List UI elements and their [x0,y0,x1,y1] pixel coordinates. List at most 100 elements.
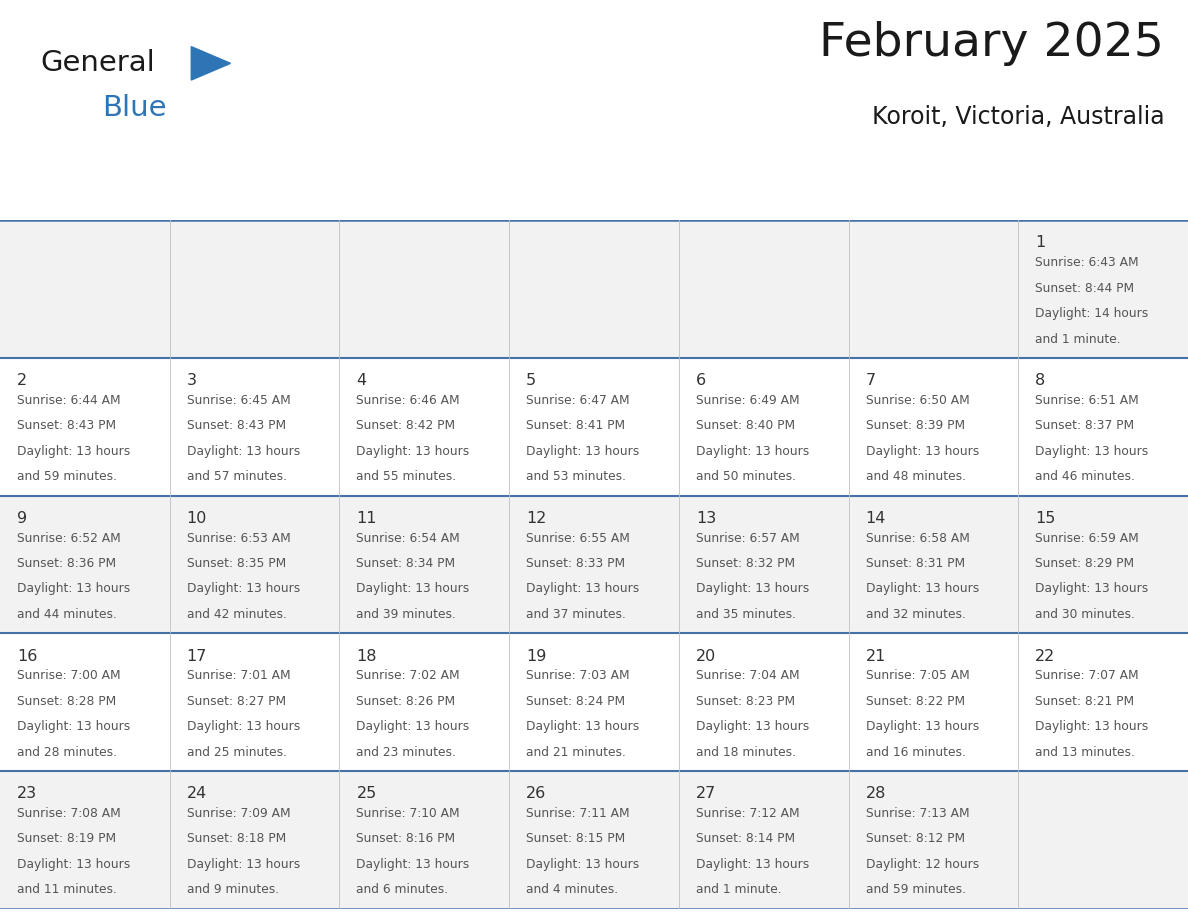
Text: Sunrise: 6:54 AM: Sunrise: 6:54 AM [356,532,460,544]
Text: Sunset: 8:39 PM: Sunset: 8:39 PM [866,420,965,432]
Text: Daylight: 13 hours: Daylight: 13 hours [696,720,809,733]
Text: Sunset: 8:43 PM: Sunset: 8:43 PM [187,420,286,432]
Text: 9: 9 [17,510,27,526]
Text: Daylight: 13 hours: Daylight: 13 hours [1035,582,1149,596]
Text: Sunset: 8:29 PM: Sunset: 8:29 PM [1035,557,1135,570]
Text: Blue: Blue [102,95,166,122]
Text: Sunset: 8:36 PM: Sunset: 8:36 PM [17,557,116,570]
Text: Sunrise: 6:46 AM: Sunrise: 6:46 AM [356,394,460,407]
Text: Sunrise: 7:10 AM: Sunrise: 7:10 AM [356,807,460,820]
Text: and 50 minutes.: and 50 minutes. [696,470,796,483]
Text: and 13 minutes.: and 13 minutes. [1035,745,1135,758]
Text: 26: 26 [526,786,546,801]
Text: Sunrise: 6:55 AM: Sunrise: 6:55 AM [526,532,630,544]
Text: Sunset: 8:34 PM: Sunset: 8:34 PM [356,557,455,570]
Text: 12: 12 [526,510,546,526]
Text: General: General [40,50,156,77]
Text: 1: 1 [1035,235,1045,251]
Text: Wednesday: Wednesday [530,185,642,203]
Text: and 59 minutes.: and 59 minutes. [866,883,966,896]
Text: Sunrise: 7:05 AM: Sunrise: 7:05 AM [866,669,969,682]
Text: and 57 minutes.: and 57 minutes. [187,470,286,483]
Text: and 18 minutes.: and 18 minutes. [696,745,796,758]
Text: 19: 19 [526,648,546,664]
Text: 24: 24 [187,786,207,801]
Text: 18: 18 [356,648,377,664]
Text: Daylight: 13 hours: Daylight: 13 hours [187,720,299,733]
Text: Sunset: 8:32 PM: Sunset: 8:32 PM [696,557,795,570]
Text: Daylight: 14 hours: Daylight: 14 hours [1035,307,1149,320]
Text: Sunset: 8:28 PM: Sunset: 8:28 PM [17,695,116,708]
Text: Sunrise: 6:57 AM: Sunrise: 6:57 AM [696,532,800,544]
Text: 14: 14 [866,510,886,526]
Text: and 21 minutes.: and 21 minutes. [526,745,626,758]
Text: Sunset: 8:14 PM: Sunset: 8:14 PM [696,833,795,845]
Text: Sunrise: 6:50 AM: Sunrise: 6:50 AM [866,394,969,407]
Text: and 32 minutes.: and 32 minutes. [866,608,966,621]
Text: Daylight: 13 hours: Daylight: 13 hours [17,582,131,596]
Text: Sunrise: 6:59 AM: Sunrise: 6:59 AM [1035,532,1139,544]
Text: Sunrise: 6:43 AM: Sunrise: 6:43 AM [1035,256,1139,269]
Text: Sunrise: 6:52 AM: Sunrise: 6:52 AM [17,532,121,544]
Text: Sunrise: 6:47 AM: Sunrise: 6:47 AM [526,394,630,407]
Text: and 55 minutes.: and 55 minutes. [356,470,456,483]
Text: and 39 minutes.: and 39 minutes. [356,608,456,621]
Text: Daylight: 13 hours: Daylight: 13 hours [187,582,299,596]
Text: and 37 minutes.: and 37 minutes. [526,608,626,621]
Text: Daylight: 13 hours: Daylight: 13 hours [696,582,809,596]
Text: Sunset: 8:12 PM: Sunset: 8:12 PM [866,833,965,845]
Bar [0,220,1188,358]
Text: Sunrise: 7:03 AM: Sunrise: 7:03 AM [526,669,630,682]
Text: and 1 minute.: and 1 minute. [696,883,782,896]
Text: Sunrise: 7:02 AM: Sunrise: 7:02 AM [356,669,460,682]
Text: Sunset: 8:37 PM: Sunset: 8:37 PM [1035,420,1135,432]
Text: 8: 8 [1035,373,1045,388]
Text: Sunset: 8:27 PM: Sunset: 8:27 PM [187,695,286,708]
Text: Sunrise: 7:11 AM: Sunrise: 7:11 AM [526,807,630,820]
Text: Daylight: 13 hours: Daylight: 13 hours [187,444,299,458]
Text: Sunrise: 7:12 AM: Sunrise: 7:12 AM [696,807,800,820]
Text: Daylight: 12 hours: Daylight: 12 hours [866,857,979,871]
Text: Monday: Monday [190,185,266,203]
Text: Daylight: 13 hours: Daylight: 13 hours [866,582,979,596]
Text: 15: 15 [1035,510,1056,526]
Text: Sunset: 8:22 PM: Sunset: 8:22 PM [866,695,965,708]
Text: 13: 13 [696,510,716,526]
Text: and 46 minutes.: and 46 minutes. [1035,470,1135,483]
Text: Sunrise: 7:09 AM: Sunrise: 7:09 AM [187,807,290,820]
Text: Sunset: 8:15 PM: Sunset: 8:15 PM [526,833,625,845]
Text: Sunrise: 7:00 AM: Sunrise: 7:00 AM [17,669,121,682]
Text: Sunset: 8:24 PM: Sunset: 8:24 PM [526,695,625,708]
Text: Sunrise: 7:04 AM: Sunrise: 7:04 AM [696,669,800,682]
Text: Daylight: 13 hours: Daylight: 13 hours [866,720,979,733]
Text: Friday: Friday [868,185,929,203]
Text: 20: 20 [696,648,716,664]
Text: Sunday: Sunday [20,185,93,203]
Text: Sunset: 8:23 PM: Sunset: 8:23 PM [696,695,795,708]
Text: 28: 28 [866,786,886,801]
Bar [0,496,1188,633]
Text: Sunset: 8:18 PM: Sunset: 8:18 PM [187,833,286,845]
Text: 3: 3 [187,373,197,388]
Text: February 2025: February 2025 [820,21,1164,66]
Text: 22: 22 [1035,648,1055,664]
Text: Daylight: 13 hours: Daylight: 13 hours [17,444,131,458]
Text: 5: 5 [526,373,536,388]
Text: and 6 minutes.: and 6 minutes. [356,883,449,896]
Text: Sunset: 8:43 PM: Sunset: 8:43 PM [17,420,116,432]
Text: Daylight: 13 hours: Daylight: 13 hours [526,857,639,871]
Text: 4: 4 [356,373,367,388]
Bar [0,633,1188,771]
Bar [0,771,1188,909]
Text: Thursday: Thursday [700,185,790,203]
Text: Sunset: 8:31 PM: Sunset: 8:31 PM [866,557,965,570]
Text: Sunset: 8:21 PM: Sunset: 8:21 PM [1035,695,1135,708]
Text: Daylight: 13 hours: Daylight: 13 hours [1035,720,1149,733]
Text: Daylight: 13 hours: Daylight: 13 hours [356,857,469,871]
Text: 6: 6 [696,373,706,388]
Text: 16: 16 [17,648,37,664]
Text: 2: 2 [17,373,27,388]
Text: and 25 minutes.: and 25 minutes. [187,745,286,758]
Text: and 53 minutes.: and 53 minutes. [526,470,626,483]
Text: and 30 minutes.: and 30 minutes. [1035,608,1135,621]
